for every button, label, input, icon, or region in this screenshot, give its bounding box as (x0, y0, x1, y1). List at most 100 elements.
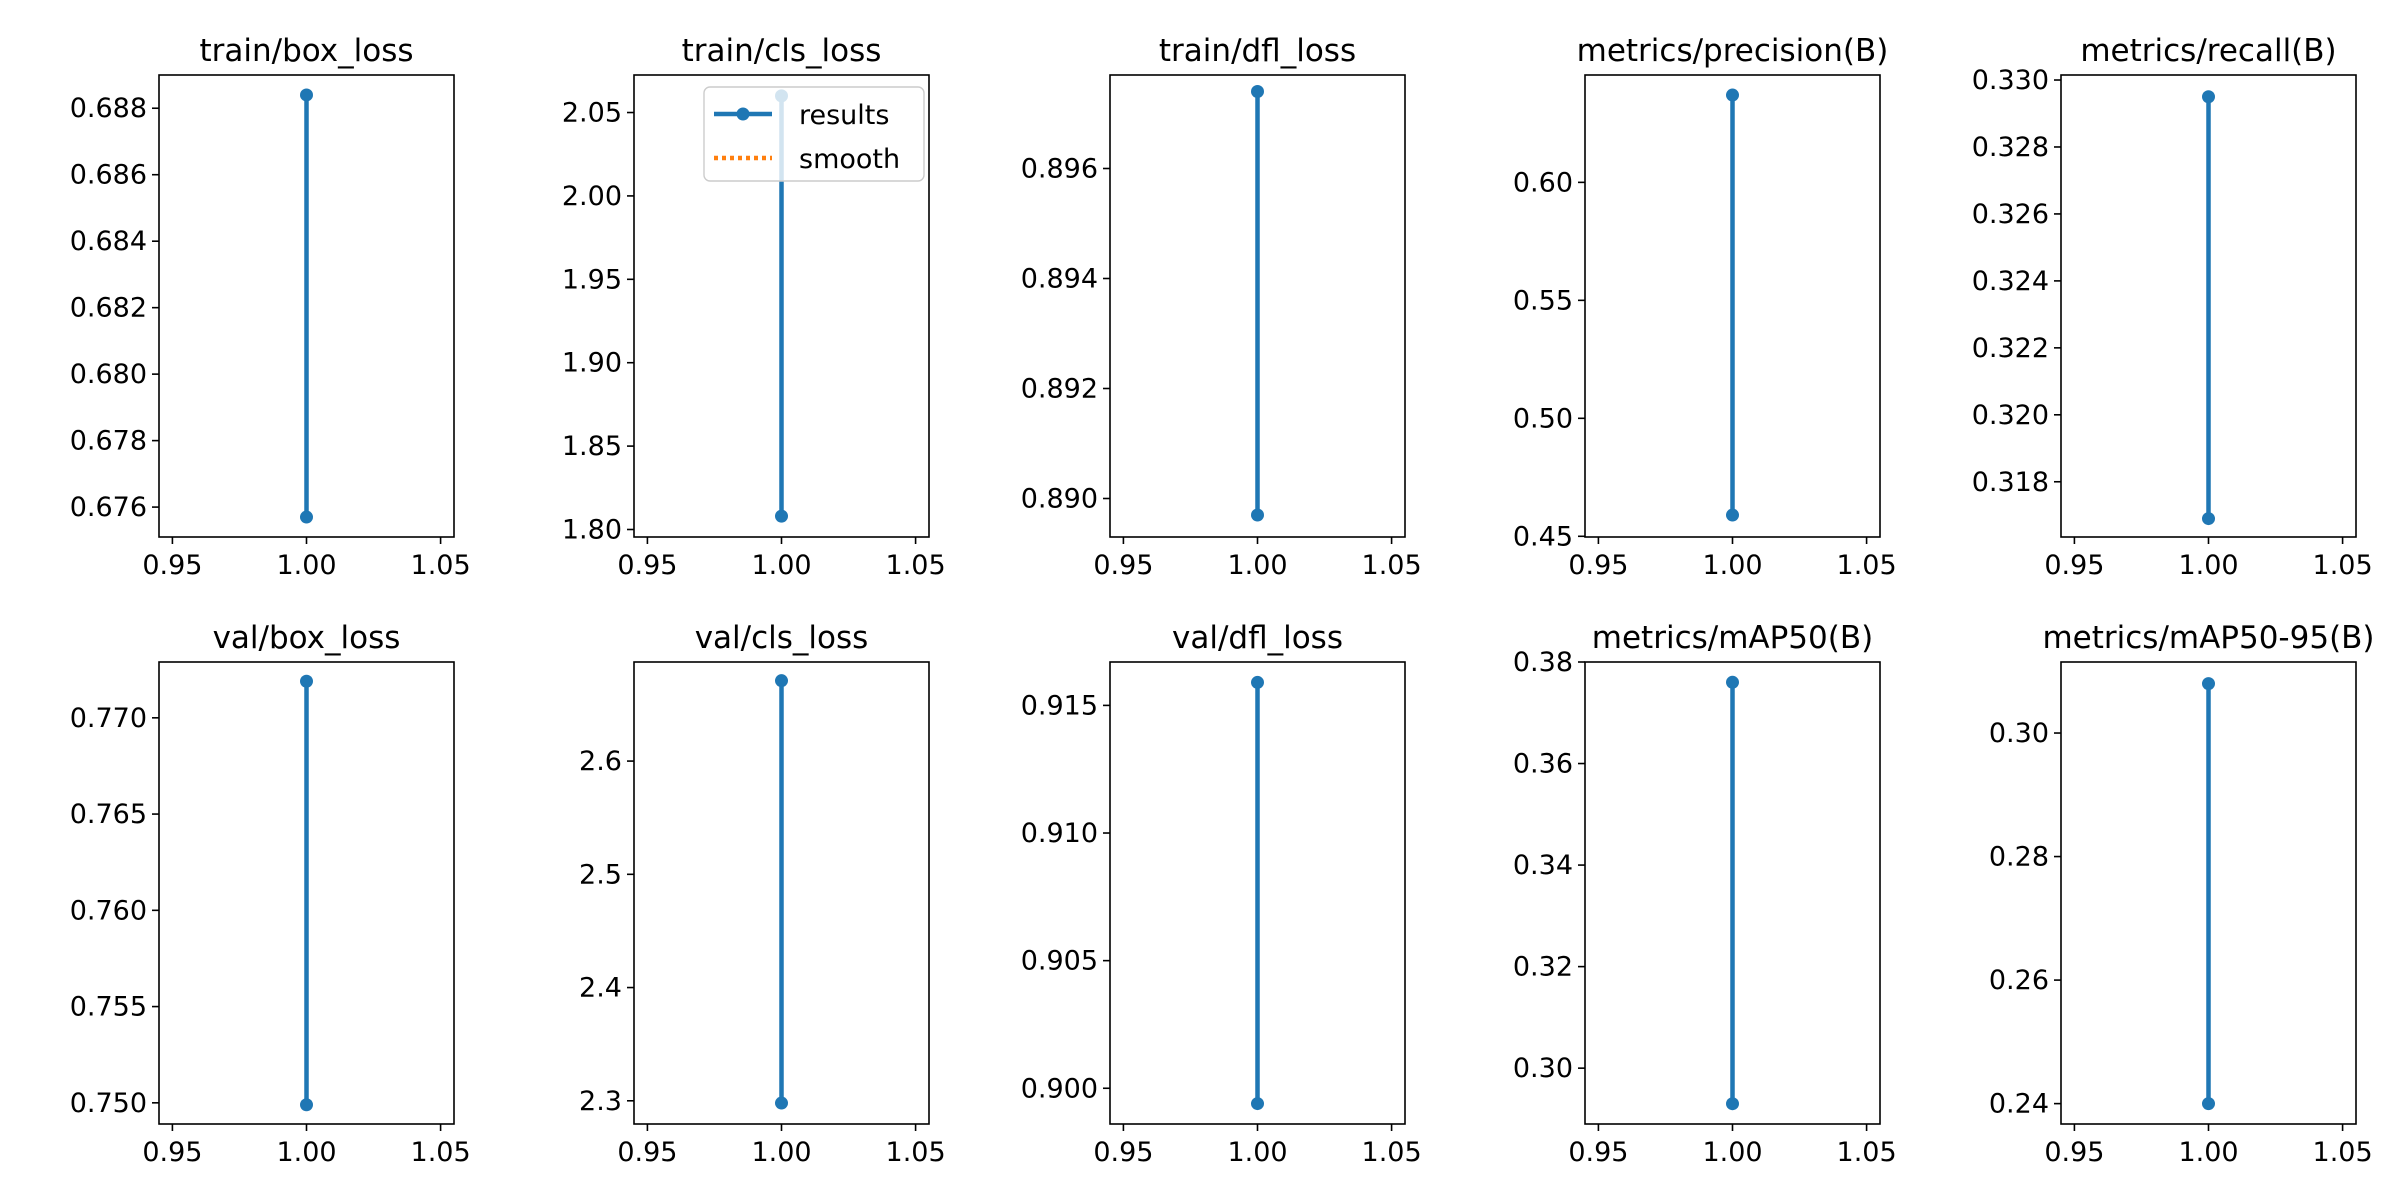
x-tick-label: 0.95 (617, 1137, 677, 1168)
y-tick-label: 0.28 (1989, 842, 2049, 873)
y-tick-label: 0.760 (70, 895, 147, 926)
y-tick-label: 0.60 (1513, 167, 1573, 198)
subplot-title: metrics/mAP50(B) (1592, 620, 1873, 656)
subplot-title: train/box_loss (199, 33, 413, 69)
x-tick-label: 1.05 (411, 1137, 471, 1168)
y-tick-label: 0.682 (70, 293, 147, 324)
y-tick-label: 0.688 (70, 93, 147, 124)
x-tick-label: 1.00 (1702, 550, 1762, 581)
x-tick-label: 1.00 (276, 1137, 336, 1168)
y-tick-label: 0.684 (70, 226, 147, 257)
y-tick-label: 0.680 (70, 359, 147, 390)
subplot: metrics/mAP50(B) 0.95 1.00 1.05 0.30 0.32 0.34… (1513, 620, 1897, 1168)
y-tick-label: 0.900 (1021, 1073, 1098, 1104)
data-point (2202, 677, 2215, 691)
data-point (300, 1098, 313, 1112)
y-tick-label: 0.678 (70, 426, 147, 457)
x-tick-label: 0.95 (142, 550, 202, 581)
x-tick-label: 1.00 (1702, 1137, 1762, 1168)
subplot-title: metrics/mAP50-95(B) (2042, 620, 2374, 656)
y-tick-label: 0.910 (1021, 818, 1098, 849)
x-tick-label: 0.95 (1093, 550, 1153, 581)
subplot-title: val/dfl_loss (1172, 620, 1343, 656)
y-tick-label: 0.318 (1972, 467, 2049, 498)
y-tick-label: 0.896 (1021, 154, 1098, 185)
y-tick-label: 0.676 (70, 492, 147, 523)
legend-label: results (799, 100, 889, 131)
x-tick-label: 1.05 (886, 1137, 946, 1168)
y-tick-label: 0.24 (1989, 1089, 2049, 1120)
subplot: val/cls_loss 0.95 1.00 1.05 2.3 2.4 2.5 2.6 (579, 620, 946, 1168)
legend-label: smooth (799, 144, 900, 175)
subplot-title: train/cls_loss (682, 33, 882, 69)
subplot: metrics/mAP50-95(B) 0.95 1.00 1.05 0.24 0.26 0… (1989, 620, 2375, 1168)
y-tick-label: 2.5 (579, 859, 622, 890)
y-tick-label: 0.45 (1513, 521, 1573, 552)
x-tick-label: 0.95 (2044, 550, 2104, 581)
y-tick-label: 0.32 (1513, 952, 1573, 983)
x-tick-label: 1.05 (886, 550, 946, 581)
data-point (775, 674, 788, 688)
subplot: val/box_loss 0.95 1.00 1.05 0.750 0.755 0.760 0… (70, 620, 471, 1168)
y-tick-label: 2.00 (562, 181, 622, 212)
subplot: train/cls_loss 0.95 1.00 1.05 1.80 1.85 1.90 1.… (562, 33, 946, 581)
data-point (1726, 88, 1739, 102)
x-tick-label: 0.95 (1568, 550, 1628, 581)
y-tick-label: 0.320 (1972, 400, 2049, 431)
data-point (775, 1096, 788, 1110)
y-tick-label: 0.30 (1989, 718, 2049, 749)
data-point (2202, 512, 2215, 526)
y-tick-label: 0.892 (1021, 374, 1098, 405)
y-tick-label: 0.326 (1972, 199, 2049, 230)
x-tick-label: 1.00 (1227, 1137, 1287, 1168)
y-tick-label: 0.38 (1513, 647, 1573, 678)
y-tick-label: 0.330 (1972, 65, 2049, 96)
y-tick-label: 0.750 (70, 1088, 147, 1119)
x-tick-label: 1.00 (276, 550, 336, 581)
y-tick-label: 0.894 (1021, 264, 1098, 295)
y-tick-label: 0.50 (1513, 403, 1573, 434)
subplot-title: metrics/precision(B) (1577, 33, 1889, 69)
y-tick-label: 0.915 (1021, 690, 1098, 721)
data-point (300, 510, 313, 524)
y-tick-label: 0.890 (1021, 484, 1098, 515)
legend-marker (736, 107, 750, 121)
x-tick-label: 1.05 (1362, 550, 1422, 581)
y-tick-label: 1.85 (562, 431, 622, 462)
subplot-title: val/cls_loss (695, 620, 869, 656)
subplot: train/box_loss 0.95 1.00 1.05 0.676 0.678 0.68… (70, 33, 471, 581)
x-tick-label: 0.95 (1093, 1137, 1153, 1168)
data-point (1726, 675, 1739, 689)
data-point (300, 88, 313, 102)
y-tick-label: 2.05 (562, 98, 622, 129)
y-tick-label: 0.686 (70, 160, 147, 191)
legend-box (703, 86, 925, 182)
x-tick-label: 1.05 (411, 550, 471, 581)
data-point (1251, 1097, 1264, 1111)
y-tick-label: 0.328 (1972, 132, 2049, 163)
data-point (1251, 508, 1264, 522)
x-tick-label: 1.00 (1227, 550, 1287, 581)
data-point (1251, 675, 1264, 689)
x-tick-label: 1.05 (1362, 1137, 1422, 1168)
x-tick-label: 0.95 (617, 550, 677, 581)
data-point (1251, 85, 1264, 98)
subplot: metrics/recall(B) 0.95 1.00 1.05 0.318 0.320 0… (1972, 33, 2373, 581)
y-tick-label: 0.324 (1972, 266, 2049, 297)
data-point (775, 509, 788, 523)
data-point (2202, 1097, 2215, 1111)
y-tick-label: 1.95 (562, 264, 622, 295)
x-tick-label: 0.95 (142, 1137, 202, 1168)
y-tick-label: 0.30 (1513, 1053, 1573, 1084)
y-tick-label: 1.90 (562, 348, 622, 379)
subplot-title: metrics/recall(B) (2080, 33, 2336, 69)
x-tick-label: 0.95 (2044, 1137, 2104, 1168)
y-tick-label: 0.770 (70, 703, 147, 734)
x-tick-label: 1.00 (2178, 550, 2238, 581)
x-tick-label: 1.00 (751, 550, 811, 581)
data-point (2202, 90, 2215, 104)
subplot: val/dfl_loss 0.95 1.00 1.05 0.900 0.905 0.910 0… (1021, 620, 1422, 1168)
y-tick-label: 0.26 (1989, 965, 2049, 996)
y-tick-label: 0.34 (1513, 850, 1573, 881)
